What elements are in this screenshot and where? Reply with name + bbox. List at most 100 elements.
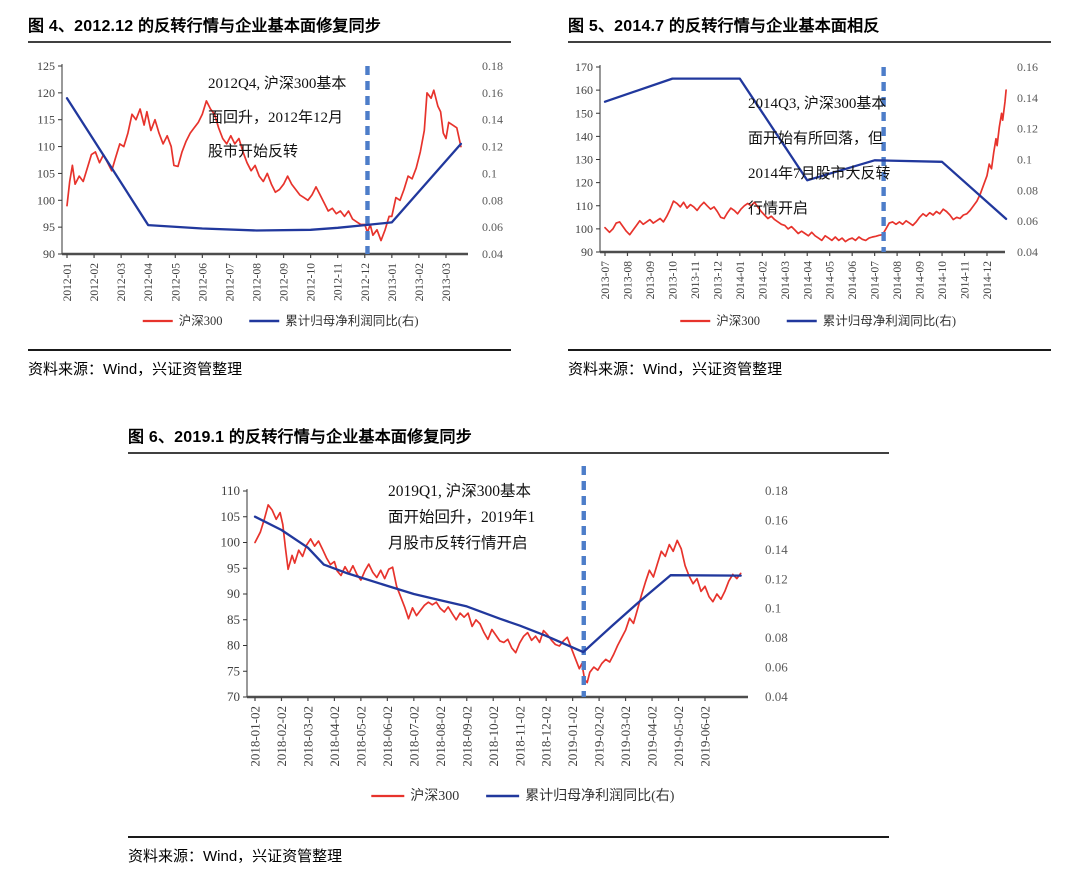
profit-yoy-line: [65, 97, 463, 232]
legend: 沪深300 累计归母净利润同比(右): [142, 313, 419, 328]
figure-4-source: 资料来源：Wind，兴证资管整理: [28, 361, 243, 378]
x-axis-label: 2019-05-02: [671, 706, 686, 767]
left-axis-label: 90: [581, 245, 593, 259]
legend-label-csi300: 沪深300: [716, 314, 760, 328]
x-axis-label: 2013-07: [600, 261, 612, 300]
x-axis-label: 2014-10: [937, 261, 949, 300]
x-axis-label: 2012-08: [252, 263, 264, 302]
annotation-text-line: 2014Q3, 沪深300基本: [748, 95, 886, 112]
right-axis-label: 0.04: [1017, 245, 1038, 259]
x-axis-label: 2018-09-02: [459, 706, 474, 767]
right-axis-label: 0.18: [765, 483, 788, 498]
figure-6-chart: 70 75 80 85 90 95 100 105 110 0.04 0.06 0.08 0.1 0.12…: [221, 466, 788, 804]
figure-4-title: 图 4、2012.12 的反转行情与企业基本面修复同步: [28, 12, 511, 43]
left-axis-label: 100: [37, 193, 55, 207]
figure-4: 图 4、2012.12 的反转行情与企业基本面修复同步 90 95 100 105 11…: [28, 12, 511, 379]
x-axis-label: 2012-03: [116, 263, 128, 302]
right-axis-label: 0.08: [482, 193, 503, 207]
right-axis-label: 0.12: [1017, 122, 1038, 136]
x-axis-label: 2013-12: [712, 261, 724, 300]
legend: 沪深300 累计归母净利润同比(右): [371, 787, 675, 804]
figure-5-chart: 90 100 110 120 130 140 150 160 170 0.04 0.06 0.08 0.…: [575, 60, 1038, 328]
x-axis-label: 2019-06-02: [698, 706, 713, 767]
x-axis-label: 2014-12: [982, 261, 994, 300]
x-axis-label: 2014-05: [825, 261, 837, 300]
x-axis-label: 2019-02-02: [592, 706, 607, 767]
legend-label-csi300: 沪深300: [179, 314, 223, 328]
right-axis-label: 0.16: [482, 86, 503, 100]
left-axis-label: 100: [575, 222, 593, 236]
left-axis-label: 80: [227, 638, 240, 653]
profit-yoy-line: [253, 515, 742, 654]
csi300-line: [66, 89, 462, 242]
left-axis-label: 105: [37, 166, 55, 180]
legend: 沪深300 累计归母净利润同比(右): [680, 313, 956, 328]
left-axis-label: 95: [227, 560, 240, 575]
x-axis-label: 2014-08: [892, 261, 904, 300]
x-axis-label: 2013-09: [645, 261, 657, 300]
x-axis-label: 2018-10-02: [486, 706, 501, 767]
annotation-text-line: 2012Q4, 沪深300基本: [208, 75, 346, 92]
figure-4-source-rule: [28, 349, 511, 351]
annotation-text-line: 行情开启: [748, 200, 808, 217]
left-axis-label: 125: [37, 59, 55, 73]
x-axis-label: 2012-05: [170, 263, 182, 302]
annotation-text-line: 面回升，2012年12月: [208, 109, 343, 126]
right-axis-label: 0.1: [1017, 153, 1032, 167]
x-axis-label: 2012-09: [279, 263, 291, 302]
right-axis-label: 0.08: [765, 630, 788, 645]
right-axis-label: 0.06: [765, 660, 788, 675]
x-axis-label: 2013-01: [387, 263, 399, 302]
annotation-text-line: 股市开始反转: [208, 143, 298, 160]
profit-yoy-line: [603, 77, 1008, 221]
right-axis-label: 0.06: [482, 220, 503, 234]
figure-6-source: 资料来源：Wind，兴证资管整理: [128, 848, 343, 865]
x-axis-label: 2013-08: [622, 261, 634, 300]
figure-5-title: 图 5、2014.7 的反转行情与企业基本面相反: [568, 12, 1051, 43]
left-axis-label: 90: [227, 586, 240, 601]
figure-5-source: 资料来源：Wind，兴证资管整理: [568, 361, 783, 378]
x-axis-label: 2012-04: [143, 263, 155, 302]
x-axis-label: 2012-02: [89, 263, 101, 302]
figure-6: 图 6、2019.1 的反转行情与企业基本面修复同步 70 75 80 85 90 95 1…: [128, 423, 889, 866]
x-axis-label: 2013-02: [414, 263, 426, 302]
left-axis-label: 140: [575, 129, 593, 143]
csi300-line: [254, 504, 742, 684]
left-axis-label: 110: [221, 483, 240, 498]
legend-label-csi300: 沪深300: [410, 788, 459, 804]
x-axis-label: 2014-07: [870, 261, 882, 300]
x-axis-label: 2014-02: [757, 261, 769, 300]
x-axis-label: 2018-11-02: [512, 706, 527, 766]
x-axis-label: 2018-05-02: [353, 706, 368, 767]
left-axis-label: 115: [37, 113, 55, 127]
x-axis-label: 2012-11: [333, 263, 345, 301]
left-axis-label: 160: [575, 83, 593, 97]
right-axis-label: 0.04: [765, 689, 788, 704]
x-axis-label: 2014-01: [735, 261, 747, 300]
left-axis-label: 120: [37, 86, 55, 100]
left-axis-label: 150: [575, 106, 593, 120]
left-axis-label: 70: [227, 689, 240, 704]
annotation-text-line: 月股市反转行情开启: [388, 534, 528, 552]
x-axis-label: 2018-12-02: [539, 706, 554, 767]
left-axis-label: 105: [221, 509, 241, 524]
right-axis-label: 0.18: [482, 59, 503, 73]
right-axis-label: 0.1: [482, 166, 497, 180]
annotation-text-line: 面开始有所回落，但: [748, 130, 883, 147]
x-axis-label: 2014-04: [802, 261, 814, 300]
x-axis-label: 2018-06-02: [380, 706, 395, 767]
legend-label-profit-yoy: 累计归母净利润同比(右): [823, 313, 956, 328]
figure-5: 图 5、2014.7 的反转行情与企业基本面相反 90 100 110 120 130 1…: [568, 12, 1051, 379]
x-axis-label: 2014-11: [960, 261, 972, 299]
right-axis-label: 0.08: [1017, 183, 1038, 197]
x-axis-label: 2013-11: [690, 261, 702, 299]
x-axis-label: 2018-02-02: [274, 706, 289, 767]
right-axis-label: 0.12: [765, 571, 788, 586]
x-axis-label: 2014-06: [847, 261, 859, 300]
x-axis-label: 2013-03: [441, 263, 453, 302]
x-axis-label: 2012-12: [360, 263, 372, 302]
annotation-text-line: 2019Q1, 沪深300基本: [388, 482, 531, 500]
right-axis-label: 0.06: [1017, 214, 1038, 228]
right-axis-label: 0.14: [765, 542, 788, 557]
x-axis-label: 2012-06: [197, 263, 209, 302]
